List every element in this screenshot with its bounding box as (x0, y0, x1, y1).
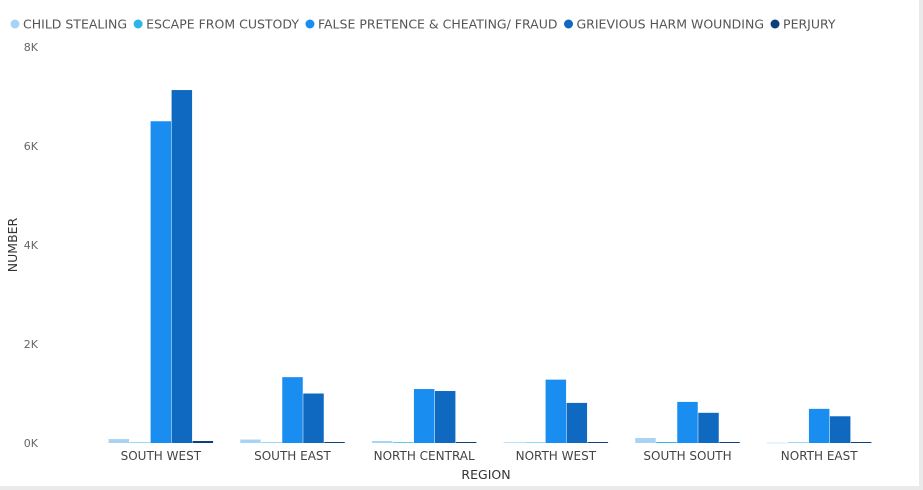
bar[interactable] (455, 442, 477, 443)
y-tick-label: 4K (24, 239, 39, 252)
bar[interactable] (698, 412, 719, 443)
x-tick-label: NORTH CENTRAL (374, 449, 475, 463)
bar[interactable] (392, 442, 414, 443)
legend-label: ESCAPE FROM CUSTODY (146, 17, 299, 32)
bar[interactable] (545, 379, 567, 443)
bar[interactable] (282, 377, 303, 443)
bar[interactable] (656, 442, 677, 443)
x-tick-label: SOUTH EAST (254, 449, 331, 463)
x-axis-title: REGION (461, 467, 510, 482)
bar[interactable] (261, 442, 282, 444)
bar[interactable] (787, 442, 809, 444)
legend-marker (564, 19, 573, 29)
bar[interactable] (566, 402, 588, 443)
legend-item[interactable]: PERJURY (770, 17, 836, 32)
bar[interactable] (108, 439, 130, 443)
legend-item[interactable]: FALSE PRETENCE & CHEATING/ FRAUD (305, 17, 558, 32)
bar[interactable] (677, 401, 698, 443)
bar[interactable] (192, 441, 214, 443)
bar[interactable] (434, 391, 456, 443)
bar[interactable] (524, 442, 546, 444)
bar[interactable] (635, 438, 656, 443)
x-axis: SOUTH WEST SOUTH EAST NORTH CENTRAL NORTH W… (121, 449, 859, 463)
x-tick-label: NORTH WEST (516, 449, 597, 463)
legend-marker (133, 19, 143, 29)
bar[interactable] (240, 439, 261, 443)
bar[interactable] (171, 90, 193, 443)
bar[interactable] (719, 442, 740, 443)
legend-marker (10, 19, 20, 29)
legend-marker (770, 19, 780, 29)
y-tick-label: 6K (24, 140, 39, 153)
legend-marker (305, 19, 315, 29)
legend-item[interactable]: CHILD STEALING (10, 17, 128, 32)
bar[interactable] (324, 442, 345, 443)
legend-item[interactable]: ESCAPE FROM CUSTODY (133, 17, 300, 32)
legend-label: FALSE PRETENCE & CHEATING/ FRAUD (318, 17, 558, 32)
bar[interactable] (587, 442, 609, 443)
bar[interactable] (808, 408, 830, 443)
y-axis-title: NUMBER (5, 217, 20, 272)
legend-label: PERJURY (783, 17, 836, 32)
bar[interactable] (766, 442, 788, 444)
legend[interactable]: CHILD STEALING ESCAPE FROM CUSTODY FALSE P… (10, 17, 836, 32)
legend-label: CHILD STEALING (23, 17, 127, 32)
bar[interactable] (413, 389, 435, 443)
legend-label: GRIEVIOUS HARM WOUNDING (577, 17, 765, 32)
bar[interactable] (503, 442, 525, 443)
y-tick-label: 0K (24, 437, 39, 450)
bar[interactable] (129, 442, 151, 444)
bar[interactable] (303, 393, 324, 444)
x-tick-label: SOUTH SOUTH (643, 449, 731, 463)
y-tick-label: 2K (24, 338, 39, 351)
bar[interactable] (150, 121, 172, 443)
bar[interactable] (371, 441, 393, 443)
x-tick-label: NORTH EAST (781, 449, 858, 463)
bars-group (108, 90, 872, 444)
y-tick-label: 8K (24, 41, 39, 54)
legend-item[interactable]: GRIEVIOUS HARM WOUNDING (564, 17, 764, 32)
bar[interactable] (850, 442, 872, 443)
y-axis: 0K 2K 4K 6K 8K (24, 41, 39, 450)
bar[interactable] (829, 416, 851, 443)
x-tick-label: SOUTH WEST (121, 449, 202, 463)
